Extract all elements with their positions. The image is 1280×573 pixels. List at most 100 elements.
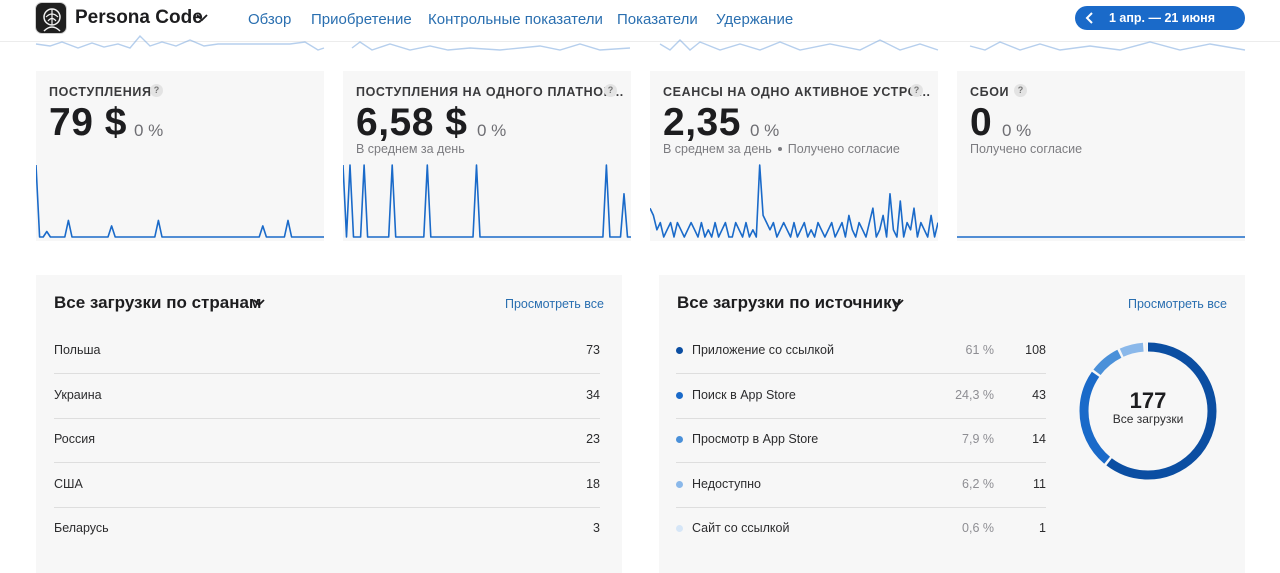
country-count: 73 bbox=[586, 343, 600, 357]
app-icon[interactable] bbox=[35, 2, 67, 34]
table-row[interactable]: Поиск в App Store 24,3 % 43 bbox=[676, 375, 1046, 419]
metric-value: 0 bbox=[970, 101, 993, 144]
metric-title: ПОСТУПЛЕНИЯ bbox=[49, 85, 152, 99]
downloads-by-source-panel: Все загрузки по источнику Просмотреть вс… bbox=[659, 275, 1245, 573]
top-sparkline-2 bbox=[351, 41, 631, 51]
sparkline-path bbox=[650, 164, 938, 238]
table-row[interactable]: США 18 bbox=[54, 464, 600, 508]
source-name: Недоступно bbox=[692, 477, 761, 491]
source-count: 43 bbox=[1032, 388, 1046, 402]
nav-retention[interactable]: Удержание bbox=[716, 11, 794, 28]
sparkline-path bbox=[343, 164, 631, 238]
country-name: Россия bbox=[54, 432, 95, 446]
country-name: США bbox=[54, 477, 83, 491]
top-sparkline-strip bbox=[35, 34, 1246, 51]
table-row[interactable]: Недоступно 6,2 % 11 bbox=[676, 464, 1046, 508]
source-name: Сайт со ссылкой bbox=[692, 521, 790, 535]
table-row[interactable]: Россия 23 bbox=[54, 419, 600, 463]
source-percent: 61 % bbox=[965, 343, 995, 357]
top-header: Persona Code Обзор Приобретение Контроль… bbox=[0, 0, 1280, 51]
source-name: Просмотр в App Store bbox=[692, 432, 819, 446]
metric-value: 2,35 bbox=[663, 101, 741, 144]
date-range-picker[interactable]: 1 апр. — 21 июня bbox=[1075, 6, 1245, 30]
nav-metrics[interactable]: Показатели bbox=[617, 11, 698, 28]
donut-total-label: Все загрузки bbox=[1112, 412, 1184, 426]
donut-total: 177 bbox=[1129, 388, 1167, 413]
source-count: 14 bbox=[1032, 432, 1046, 446]
country-count: 34 bbox=[586, 388, 600, 402]
help-icon[interactable]: ? bbox=[1014, 84, 1027, 97]
metric-title: ПОСТУПЛЕНИЯ НА ОДНОГО ПЛАТНОГ… bbox=[356, 85, 625, 99]
legend-swatch bbox=[676, 347, 683, 354]
chevron-down-icon[interactable] bbox=[196, 13, 208, 22]
country-count: 18 bbox=[586, 477, 600, 491]
legend-swatch bbox=[676, 392, 683, 399]
donut-segment[interactable] bbox=[1079, 342, 1217, 480]
nav-acquisition[interactable]: Приобретение bbox=[311, 11, 412, 28]
table-row[interactable]: Беларусь 3 bbox=[54, 508, 600, 552]
table-row[interactable]: Сайт со ссылкой 0,6 % 1 bbox=[676, 508, 1046, 552]
country-name: Беларусь bbox=[54, 521, 109, 535]
metric-subtitle: В среднем за день bbox=[356, 142, 465, 156]
brain-icon bbox=[43, 8, 61, 32]
donut-segment[interactable] bbox=[1079, 342, 1217, 480]
top-sparkline-3 bbox=[659, 39, 939, 51]
legend-swatch bbox=[676, 481, 683, 488]
source-percent: 24,3 % bbox=[955, 388, 994, 402]
source-percent: 6,2 % bbox=[962, 477, 994, 491]
metric-card-proceeds[interactable]: ПОСТУПЛЕНИЯ ? 79 $ 0 % bbox=[36, 71, 324, 241]
metric-sparkline bbox=[343, 164, 631, 238]
country-name: Польша bbox=[54, 343, 101, 357]
downloads-by-country-panel: Все загрузки по странам Просмотреть все … bbox=[36, 275, 622, 573]
panel-title[interactable]: Все загрузки по источнику bbox=[677, 293, 902, 312]
source-name: Поиск в App Store bbox=[692, 388, 796, 402]
metric-delta: 0 % bbox=[1002, 121, 1032, 140]
metric-value: 79 $ bbox=[49, 101, 127, 144]
source-count: 108 bbox=[1025, 343, 1046, 357]
source-count: 11 bbox=[1033, 477, 1046, 491]
panel-title[interactable]: Все загрузки по странам bbox=[54, 293, 262, 312]
metric-subtitle: Получено согласие bbox=[970, 142, 1083, 156]
table-row[interactable]: Польша 73 bbox=[54, 330, 600, 374]
source-percent: 0,6 % bbox=[962, 521, 994, 535]
metric-sparkline bbox=[957, 236, 1245, 238]
top-sparkline-1 bbox=[35, 34, 325, 51]
metric-card-crashes[interactable]: СБОИ ? 0 0 % Получено согласие bbox=[957, 71, 1245, 241]
view-all-link[interactable]: Просмотреть все bbox=[504, 297, 604, 311]
table-row[interactable]: Украина 34 bbox=[54, 375, 600, 419]
metric-sparkline bbox=[650, 164, 938, 238]
top-sparkline-4 bbox=[969, 41, 1246, 51]
help-icon[interactable]: ? bbox=[150, 84, 163, 97]
chevron-down-icon[interactable] bbox=[892, 298, 904, 307]
sparkline-path bbox=[36, 164, 324, 238]
downloads-donut-chart[interactable] bbox=[1070, 333, 1226, 489]
metric-sparkline bbox=[36, 164, 324, 238]
metric-subtitle: В среднем за день Получено согласие bbox=[663, 142, 900, 156]
source-name: Приложение со ссылкой bbox=[692, 343, 834, 357]
legend-swatch bbox=[676, 436, 683, 443]
nav-overview[interactable]: Обзор bbox=[248, 11, 292, 28]
help-icon[interactable]: ? bbox=[910, 84, 923, 97]
metric-card-sessions-per-device[interactable]: СЕАНСЫ НА ОДНО АКТИВНОЕ УСТРО… ? 2,35 0 … bbox=[650, 71, 938, 241]
table-row[interactable]: Просмотр в App Store 7,9 % 14 bbox=[676, 419, 1046, 463]
chevron-left-icon[interactable] bbox=[1083, 11, 1097, 25]
metric-value: 6,58 $ bbox=[356, 101, 468, 144]
metric-delta: 0 % bbox=[750, 121, 780, 140]
metric-card-proceeds-per-paying-user[interactable]: ПОСТУПЛЕНИЯ НА ОДНОГО ПЛАТНОГ… ? 6,58 $ … bbox=[343, 71, 631, 241]
date-range-label: 1 апр. — 21 июня bbox=[1108, 11, 1216, 25]
source-percent: 7,9 % bbox=[962, 432, 994, 446]
metric-title: СБОИ bbox=[970, 85, 1010, 99]
country-count: 23 bbox=[586, 432, 600, 446]
help-icon[interactable]: ? bbox=[604, 84, 617, 97]
country-count: 3 bbox=[593, 521, 600, 535]
chevron-down-icon[interactable] bbox=[253, 298, 265, 307]
legend-swatch bbox=[676, 525, 683, 532]
metric-title: СЕАНСЫ НА ОДНО АКТИВНОЕ УСТРО… bbox=[663, 85, 932, 99]
metric-delta: 0 % bbox=[134, 121, 164, 140]
table-row[interactable]: Приложение со ссылкой 61 % 108 bbox=[676, 330, 1046, 374]
app-name[interactable]: Persona Code bbox=[75, 7, 203, 28]
view-all-link[interactable]: Просмотреть все bbox=[1127, 297, 1227, 311]
nav-benchmarks[interactable]: Контрольные показатели bbox=[428, 11, 603, 28]
source-count: 1 bbox=[1039, 521, 1046, 535]
metric-delta: 0 % bbox=[477, 121, 507, 140]
